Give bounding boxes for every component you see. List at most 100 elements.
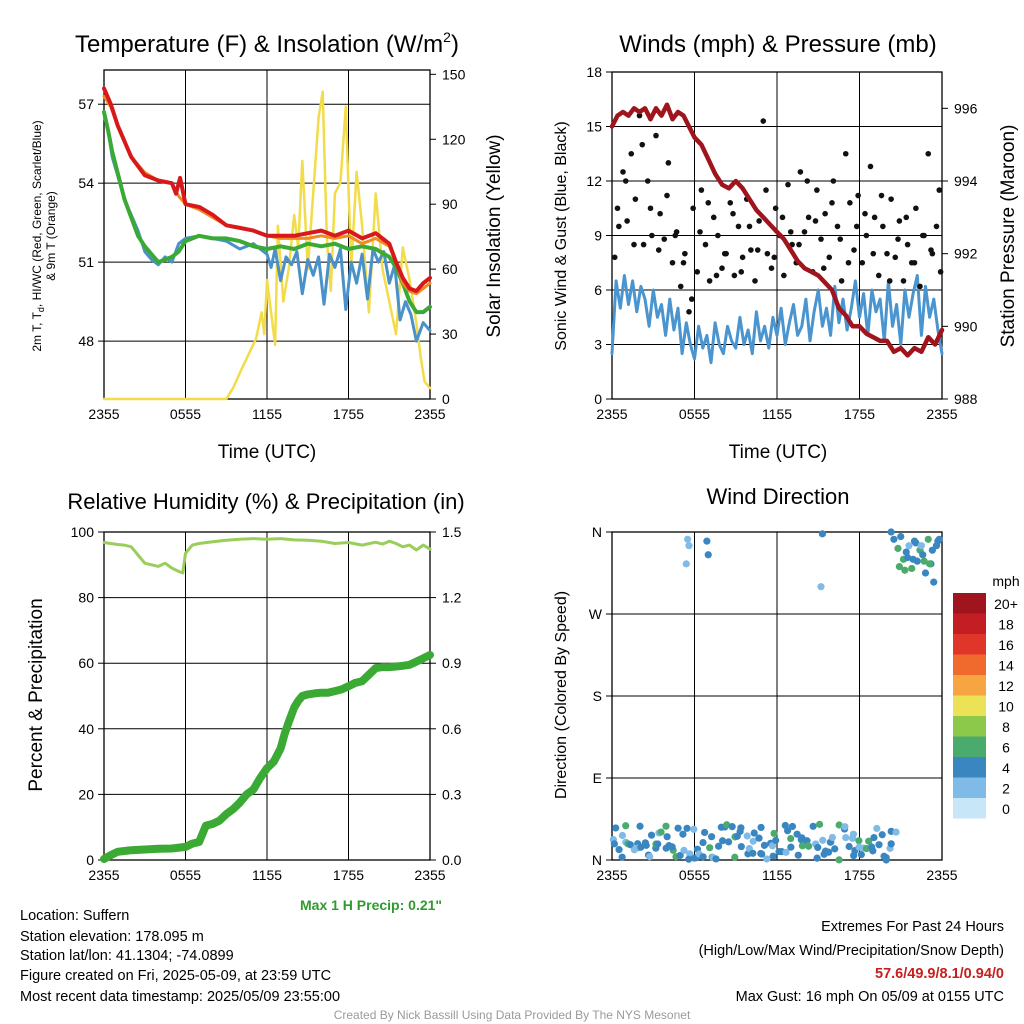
gust-point — [680, 259, 687, 266]
winds-xtick-label: 2355 — [926, 406, 957, 422]
gust-point — [781, 272, 787, 279]
gust-point — [639, 141, 646, 148]
temperature-line — [102, 86, 432, 294]
gust-point — [730, 210, 736, 217]
direction-point — [712, 855, 720, 863]
direction-point — [901, 566, 909, 574]
insolation-line — [102, 90, 432, 401]
direction-point — [728, 823, 736, 831]
gust-point — [805, 214, 812, 221]
gust-point — [838, 278, 845, 284]
gust-point — [756, 218, 762, 224]
footer-created: Figure created on Fri, 2025-05-09, at 23… — [20, 968, 332, 984]
wind-direction-xtick-label: 1155 — [762, 867, 792, 883]
temperature-xtick-label: 2355 — [414, 406, 445, 422]
gust-point — [830, 178, 837, 184]
humidity-ytick-right-label: 1.5 — [442, 524, 462, 540]
gust-point — [812, 218, 819, 224]
direction-point — [825, 848, 833, 856]
gust-point — [746, 223, 753, 230]
gust-point — [764, 250, 771, 257]
direction-point — [890, 535, 898, 543]
temperature-ytick-label: 54 — [78, 175, 94, 191]
gust-point — [772, 205, 779, 212]
winds-series — [609, 102, 945, 365]
direction-point — [704, 551, 712, 559]
direction-point — [934, 537, 942, 545]
temperature-ytick-right-label: 150 — [442, 66, 466, 82]
gust-point — [719, 265, 725, 272]
gust-point — [665, 160, 672, 166]
direction-point — [731, 853, 739, 861]
legend-swatch — [953, 634, 986, 655]
direction-point — [878, 831, 886, 839]
footer-elevation: Station elevation: 178.095 m — [20, 929, 204, 945]
direction-point — [835, 856, 843, 864]
direction-point — [654, 840, 662, 848]
direction-point — [924, 535, 932, 543]
direction-point — [797, 836, 805, 844]
direction-point — [835, 821, 843, 829]
direction-point — [622, 822, 630, 830]
temperature-xtick-label: 1155 — [252, 406, 282, 422]
gust-point — [917, 283, 923, 290]
humidity-ytick-label: 20 — [78, 786, 94, 802]
direction-point — [685, 855, 693, 863]
gust-point — [622, 178, 629, 184]
gust-point — [698, 187, 705, 193]
gust-point — [738, 269, 745, 275]
gust-point — [851, 247, 857, 253]
gust-point — [721, 250, 728, 257]
temperature-ytick-label: 51 — [78, 254, 94, 270]
gust-point — [754, 247, 761, 253]
gust-point — [829, 200, 835, 206]
gust-point — [871, 214, 878, 221]
temperature-xtick-label: 1755 — [333, 406, 364, 422]
humidity-xtick-label: 2355 — [88, 867, 119, 883]
direction-point — [743, 832, 751, 840]
gust-point — [669, 259, 676, 266]
precip-line — [100, 651, 434, 863]
footer-latlon: Station lat/lon: 41.1304; -74.0899 — [20, 948, 234, 964]
gust-point — [847, 200, 853, 206]
humidity-ytick-right-label: 0.3 — [442, 786, 462, 802]
winds-frame — [611, 71, 943, 400]
direction-point — [642, 841, 650, 849]
direction-point — [699, 853, 707, 861]
direction-point — [760, 841, 769, 849]
legend-swatch — [953, 613, 986, 634]
humidity-ytick-label: 0 — [86, 852, 94, 868]
wind-direction-panel: Wind Direction Direction (Colored By Spe… — [553, 484, 1020, 883]
direction-point — [817, 583, 825, 591]
humidity-xtick-label: 1155 — [252, 867, 282, 883]
direction-point — [928, 546, 936, 554]
direction-point — [895, 563, 903, 571]
direction-point — [873, 824, 881, 833]
direction-point — [703, 537, 711, 545]
direction-point — [908, 564, 916, 573]
temperature-ytick-label: 48 — [78, 333, 94, 349]
direction-point — [618, 831, 627, 840]
direction-point — [892, 828, 900, 836]
direction-point — [819, 836, 827, 844]
direction-point — [905, 542, 913, 550]
gust-point — [818, 236, 824, 242]
temperature-frame — [103, 69, 431, 400]
direction-point — [865, 837, 873, 845]
gust-point — [735, 223, 742, 230]
winds-panel: Winds (mph) & Pressure (mb) Time (UTC) S… — [553, 31, 1019, 463]
gust-point — [713, 272, 720, 279]
gust-point — [814, 187, 820, 193]
rh-line — [102, 537, 432, 575]
direction-point — [912, 539, 920, 547]
winds-ylabel-left: Sonic Wind & Gust (Blue, Black) — [553, 121, 570, 350]
direction-point — [737, 824, 745, 832]
legend-label: 20+ — [994, 596, 1018, 612]
legend-label: 10 — [998, 699, 1014, 715]
gust-point — [715, 232, 721, 239]
humidity-ytick-right-label: 0.0 — [442, 852, 462, 868]
gust-point — [886, 278, 893, 284]
temperature-ylabel-right: Solar Insolation (Yellow) — [484, 134, 505, 337]
gust-point — [705, 200, 712, 206]
